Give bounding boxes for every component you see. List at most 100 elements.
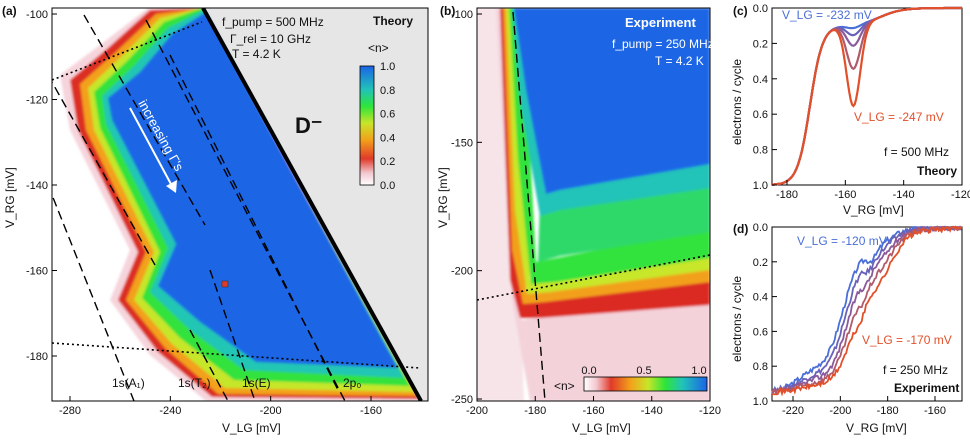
panel-b-colorbar-title: <n> (554, 379, 575, 393)
panel-a-colorbar-tick: 0.6 (380, 109, 395, 121)
panel-b-heatmap (477, 8, 710, 401)
panel-d-ytick-label: 0.8 (753, 361, 768, 373)
panel-a-param-1: f_pump = 500 MHz (222, 15, 324, 29)
panel-c-xtick-label: -120 (951, 189, 970, 201)
panel-a-xtick-label: -160 (360, 405, 382, 417)
panel-a-ytick-label: -100 (26, 9, 48, 21)
panel-a-colorbar: <n> 0.0 0.2 0.4 0.6 0.8 1.0 (359, 41, 395, 192)
panel-d-ytick-label: 1.0 (753, 396, 768, 408)
panel-d-ytick-label: 0.2 (753, 257, 768, 269)
panel-a-colorbar-tick: 0.0 (380, 180, 395, 192)
panel-c-xlabel: V_RG [mV] (843, 203, 904, 217)
panel-a-tag: Theory (373, 14, 413, 28)
panel-d-legend-top: V_LG = -120 mV (797, 234, 887, 248)
d-minus-label: D⁻ (295, 113, 323, 138)
panel-a-colorbar-tick: 0.8 (380, 85, 395, 97)
panel-a-label: (a) (2, 4, 17, 18)
panel-d-tag: Experiment (894, 381, 959, 395)
panel-d-series-line (771, 225, 963, 394)
panel-c-label: (c) (733, 4, 748, 18)
panel-d-xtick-label: -220 (782, 405, 804, 417)
panel-d-ytick-label: 0.4 (753, 292, 768, 304)
panel-b-xlabel: V_LG [mV] (572, 421, 631, 435)
panel-b-tag: Experiment (625, 15, 696, 30)
panel-c-xtick-label: -180 (776, 189, 798, 201)
panel-c-tag: Theory (917, 164, 957, 178)
panel-b-ytick-label: -100 (451, 9, 473, 21)
panel-b-xtick-label: -140 (641, 405, 663, 417)
panel-c-ytick-label: 0.2 (753, 38, 768, 50)
panel-c-ylabel: electrons / cycle (730, 59, 744, 145)
panel-a-param-3: T = 4.2 K (232, 47, 281, 61)
panel-b-label: (b) (440, 4, 455, 18)
state-label-2p0: 2p₀ (343, 376, 361, 390)
panel-a-heatmap (52, 8, 428, 401)
panel-c-xtick-label: -160 (834, 189, 856, 201)
state-lines (52, 14, 346, 401)
panel-c-lines (772, 6, 962, 186)
panel-b-param-1: f_pump = 250 MHz (612, 37, 714, 51)
panel-d-xtick-label: -200 (829, 405, 851, 417)
panel-b-colorbar-tick: 0.5 (636, 365, 651, 377)
panel-a-colorbar-tick: 0.2 (380, 156, 395, 168)
panel-b-xtick-label: -200 (466, 405, 488, 417)
panel-c: (c) V_LG = -232 mV V_LG = -247 mV f = 50… (730, 3, 970, 217)
panel-c-ytick-label: 0.6 (753, 109, 768, 121)
panel-a-xtick-label: -240 (159, 405, 181, 417)
panel-c-ytick-label: 0.8 (753, 145, 768, 157)
panel-a-colorbar-tick: 0.4 (380, 132, 395, 144)
panel-a-xtick-label: -280 (59, 405, 81, 417)
panel-b-xtick-label: -160 (582, 405, 604, 417)
dotted-lines (52, 21, 421, 369)
panel-b-xtick-label: -180 (524, 405, 546, 417)
panel-c-series-line (772, 6, 962, 186)
panel-d-xtick-label: -180 (877, 405, 899, 417)
state-label-1s-t2: 1s(T₂) (178, 376, 211, 390)
panel-b-colorbar-tick: 0.0 (581, 365, 596, 377)
panel-c-freq: f = 500 MHz (884, 145, 949, 159)
panel-d-label: (d) (733, 222, 748, 236)
panel-c-ytick-label: 0.4 (753, 74, 768, 86)
panel-c-xtick-label: -140 (893, 189, 915, 201)
panel-b-ytick-label: -150 (451, 137, 473, 149)
panel-d-freq: f = 250 MHz (883, 363, 948, 377)
panel-d-ylabel: electrons / cycle (730, 276, 744, 362)
panel-a-ytick-label: -120 (26, 95, 48, 107)
panel-d-ytick-label: 0.6 (753, 326, 768, 338)
panel-d-ytick-label: 0.0 (753, 222, 768, 234)
panel-d-legend-bottom: V_LG = -170 mV (862, 333, 952, 347)
panel-a-param-2: Γ_rel = 10 GHz (230, 32, 311, 46)
d-minus-boundary (201, 8, 423, 401)
panel-a-colorbar-tick: 1.0 (380, 61, 395, 73)
marker-square (221, 280, 229, 288)
panel-d-xtick-label: -160 (924, 405, 946, 417)
panel-c-ytick-label: 0.0 (753, 3, 768, 15)
panel-a-colorbar-title: <n> (368, 41, 389, 55)
panel-b-param-2: T = 4.2 K (655, 54, 704, 68)
panel-a-ylabel: V_RG [mV] (3, 167, 17, 228)
panel-a-ytick-label: -160 (26, 266, 48, 278)
panel-b-ytick-label: -200 (451, 266, 473, 278)
panel-b: (b) Experiment f_pump = 250 MHz T = 4.2 … (436, 4, 721, 435)
panel-b-xtick-label: -120 (699, 405, 721, 417)
panel-a-xtick-label: -200 (260, 405, 282, 417)
panel-b-colorbar: 0.0 0.5 1.0 (581, 365, 706, 377)
panel-d-lines (771, 225, 963, 397)
panel-b-ytick-label: -250 (451, 394, 473, 406)
panel-c-ytick-label: 1.0 (753, 180, 768, 192)
panel-a: (a) Theory f_pump = 500 MHz Γ_rel = 10 G… (2, 4, 429, 435)
panel-c-legend-top: V_LG = -232 mV (782, 8, 872, 22)
panel-b-colorbar-tick: 1.0 (691, 365, 706, 377)
increasing-arrow (129, 107, 177, 193)
panel-c-legend-bottom: V_LG = -247 mV (854, 110, 944, 124)
panel-a-xlabel: V_LG [mV] (222, 421, 281, 435)
state-label-1s-a1: 1s(A₁) (112, 376, 145, 390)
panel-d-series-line (771, 225, 963, 397)
panel-a-ytick-label: -140 (26, 180, 48, 192)
panel-a-ytick-label: -180 (26, 351, 48, 363)
panel-d: (d) V_LG = -120 mV V_LG = -170 mV f = 25… (730, 222, 963, 435)
state-label-1s-e: 1s(E) (242, 376, 271, 390)
panel-d-xlabel: V_RG [mV] (846, 421, 907, 435)
panel-b-ylabel: V_RG [mV] (436, 167, 450, 228)
